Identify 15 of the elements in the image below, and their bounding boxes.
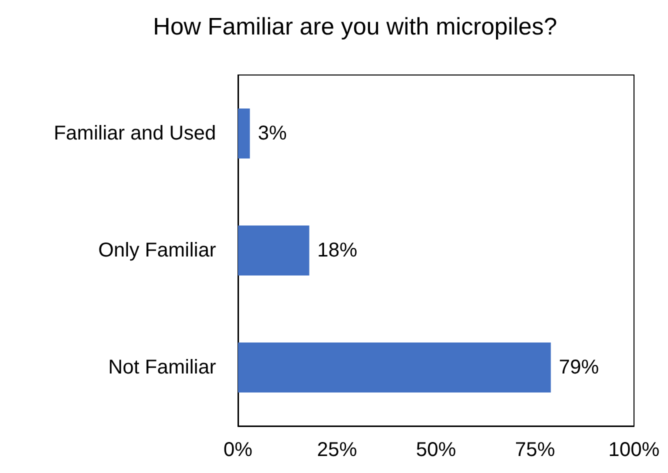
chart-title: How Familiar are you with micropiles? xyxy=(153,14,558,40)
y-tick-label: Not Familiar xyxy=(108,356,216,378)
x-tick-label: 50% xyxy=(416,439,456,461)
bar xyxy=(238,108,250,158)
bar xyxy=(238,226,310,276)
y-tick-label: Only Familiar xyxy=(98,240,216,262)
x-tick-label: 0% xyxy=(224,439,253,461)
x-tick-label: 25% xyxy=(316,439,358,461)
bar xyxy=(238,342,551,392)
data-label: 79% xyxy=(558,356,600,378)
x-tick-label: 75% xyxy=(514,439,556,461)
x-tick-label: 100% xyxy=(608,439,660,461)
data-label: 3% xyxy=(258,122,288,144)
data-label: 18% xyxy=(317,240,358,262)
y-tick-label: Familiar and Used xyxy=(54,122,216,144)
